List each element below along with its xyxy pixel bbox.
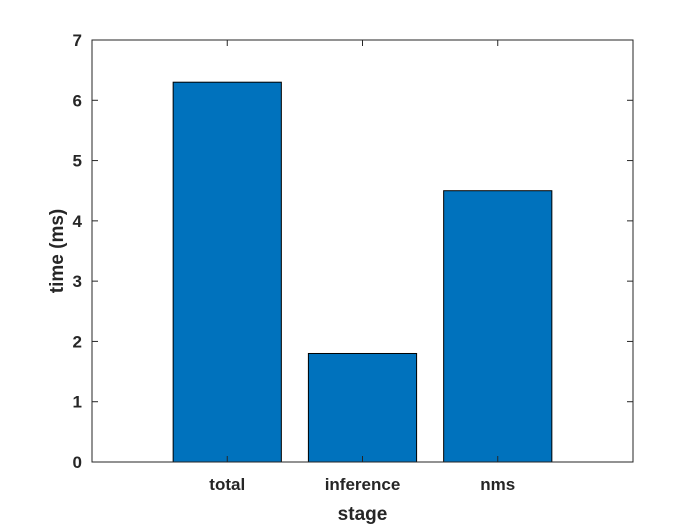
x-tick-label-inference: inference — [325, 475, 401, 494]
y-tick-label: 4 — [73, 212, 83, 231]
y-tick-label: 5 — [73, 152, 82, 171]
x-tick-label-total: total — [209, 475, 245, 494]
bar-total — [172, 81, 282, 463]
x-axis-label: stage — [338, 504, 388, 525]
y-axis-label: time (ms) — [47, 209, 68, 293]
tick-labels-group: 0 1 2 3 4 5 6 7 total inference nms — [73, 31, 516, 494]
y-tick-label: 1 — [73, 393, 82, 412]
ticks-group — [92, 39, 633, 463]
bar-nms — [443, 190, 553, 463]
y-tick-label: 0 — [73, 453, 82, 472]
bars-group — [172, 81, 553, 463]
y-tick-label: 6 — [73, 91, 82, 110]
y-tick-label: 3 — [73, 272, 82, 291]
y-tick-label: 2 — [73, 332, 82, 351]
y-tick-label: 7 — [73, 31, 82, 50]
x-tick-label-nms: nms — [480, 475, 515, 494]
bar-inference — [307, 352, 418, 463]
